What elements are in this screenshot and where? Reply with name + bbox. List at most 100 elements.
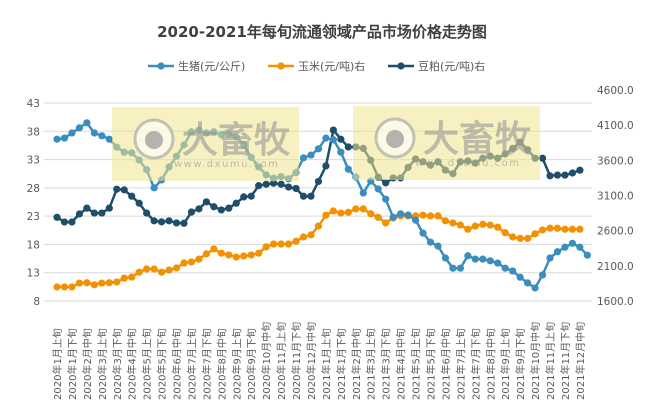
x-tick-label: 2021年9月上旬 [499,328,512,400]
data-point [471,255,479,263]
data-point [344,165,352,173]
data-point [322,134,330,142]
data-point [157,218,166,226]
data-point [337,135,345,143]
data-point [68,129,76,137]
watermark-logo-eye [386,130,404,148]
data-point [471,222,479,230]
x-tick-label: 2020年11月下旬 [290,322,303,400]
data-point [150,184,158,192]
data-point [172,264,181,272]
watermark-logo-eye [145,131,163,149]
x-tick-label: 2020年11月上旬 [275,322,288,400]
x-tick-label: 2020年9月下旬 [245,328,258,400]
data-point [247,251,255,259]
watermark-brand: 大畜牧 [423,119,532,160]
right-tick-label: 2600.0 [597,226,634,238]
data-point [83,119,91,127]
data-point [60,134,69,142]
data-point [464,252,472,260]
data-point [98,132,106,140]
data-point [255,182,263,190]
data-point [210,245,218,253]
data-point [60,218,69,226]
legend-marker [157,62,165,70]
x-tick-label: 2020年5月下旬 [156,328,169,400]
x-tick-label: 2021年7月下旬 [469,328,482,400]
left-tick-label: 28 [27,183,40,195]
x-tick-label: 2020年8月中旬 [215,328,228,400]
data-point [329,126,337,134]
data-point [344,208,352,216]
data-point [307,231,315,239]
data-point [359,205,367,213]
x-tick-label: 2021年11月上旬 [544,322,557,400]
data-point [441,254,450,262]
data-point [202,198,210,206]
x-tick-label: 2020年5月上旬 [141,328,154,400]
data-point [270,179,278,187]
series-1 [53,205,584,291]
x-tick-label: 2020年3月上旬 [96,328,109,400]
left-tick-label: 8 [33,296,40,308]
data-point [165,217,173,225]
data-point [561,243,569,251]
x-tick-label: 2021年10月中旬 [529,322,542,400]
legend-marker [397,62,405,70]
x-tick-label: 2020年9月上旬 [230,328,243,400]
data-point [225,251,233,259]
data-point [270,240,278,248]
legend-marker [277,62,285,70]
data-point [382,179,390,187]
data-point [464,225,472,233]
data-point [524,234,532,243]
data-point [240,193,248,201]
data-point [255,249,263,257]
left-tick-label: 13 [27,268,40,280]
data-point [299,233,308,241]
x-axis: 2020年1月上旬 2020年1月下旬 2020年2月中旬 2020年3月上旬 2020… [51,322,587,400]
data-point [284,240,293,248]
data-point [374,213,382,221]
data-point [322,211,330,219]
data-point [509,233,517,241]
data-point [486,257,494,265]
x-tick-label: 2020年7月上旬 [185,328,198,400]
data-point [83,204,91,212]
data-point [135,199,143,207]
right-tick-label: 4600.0 [597,85,634,97]
data-point [187,258,196,266]
data-point [382,195,390,203]
x-tick-label: 2021年12月中旬 [574,322,587,400]
data-point [195,205,203,213]
x-tick-label: 2020年1月下旬 [66,328,79,400]
data-point [150,265,158,273]
left-tick-label: 33 [27,155,40,167]
data-point [329,136,337,144]
data-point [486,221,494,229]
data-point [277,240,285,248]
data-point [262,180,270,188]
x-tick-label: 2020年2月中旬 [81,328,94,400]
data-point [217,206,225,214]
data-point [546,172,554,180]
data-point [217,249,225,257]
x-tick-label: 2021年2月中旬 [350,328,363,400]
data-point [172,219,181,227]
x-tick-label: 2021年1月上旬 [320,328,333,400]
data-point [426,212,435,220]
data-point [157,268,166,276]
data-point [568,239,577,247]
data-point [367,210,375,218]
watermark-url: www.dxumu.com [415,158,521,169]
legend-item: 玉米(元/吨)右 [268,59,365,73]
data-point [344,143,352,151]
data-point [449,219,457,227]
data-point [113,185,121,193]
data-point [509,267,517,275]
legend: 生猪(元/公斤) 玉米(元/吨)右 豆粕(元/吨)右 [148,59,485,73]
